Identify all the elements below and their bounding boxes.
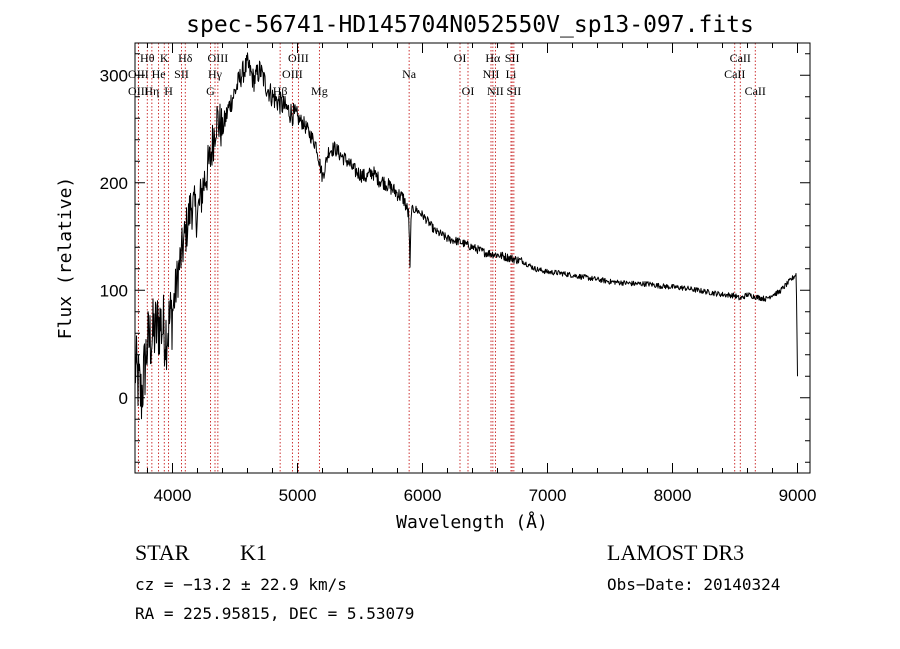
y-axis-label: Flux (relative) — [55, 177, 76, 340]
y-tick-label: 100 — [100, 281, 128, 300]
y-tick-label: 0 — [119, 389, 128, 408]
spectral-line-label: OIII — [288, 51, 309, 65]
spectral-line-label: Hβ — [273, 84, 288, 98]
spectral-line-label: Hγ — [208, 67, 223, 81]
x-tick-label: 4000 — [154, 486, 192, 505]
redshift-info: cz = −13.2 ± 22.9 km/s — [135, 575, 347, 594]
spectral-line-label: Hδ — [178, 51, 193, 65]
y-tick-label: 300 — [100, 66, 128, 85]
spectral-line-label: CaII — [745, 84, 766, 98]
x-tick-label: 9000 — [779, 486, 817, 505]
x-tick-label: 7000 — [529, 486, 567, 505]
x-tick-label: 5000 — [279, 486, 317, 505]
spectral-line-label: Hη — [144, 84, 159, 98]
observation-date: Obs−Date: 20140324 — [607, 575, 780, 594]
spectral-line-label: OI — [462, 84, 475, 98]
spectral-line-label: OIII — [128, 67, 149, 81]
axis-tick-labels: 4000 5000 6000 7000 8000 9000 0 100 200 300 — [100, 66, 817, 505]
spectral-line-label: Mg — [311, 84, 328, 98]
spectral-line-label: SII — [507, 84, 522, 98]
spectrum-line — [134, 52, 798, 420]
spectral-line-label: Na — [402, 67, 417, 81]
spectral-line-label: SII — [505, 51, 520, 65]
spectral-line-label: OIII — [282, 67, 303, 81]
coordinates-info: RA = 225.95815, DEC = 5.53079 — [135, 604, 414, 623]
spectral-line-label: He — [152, 67, 166, 81]
spectral-line-label: OI — [454, 51, 467, 65]
y-tick-label: 200 — [100, 174, 128, 193]
spectrum-layer — [134, 52, 798, 420]
spectral-line-label: H — [164, 84, 173, 98]
spectral-line-label: K — [160, 51, 169, 65]
spectral-line-label: Li — [506, 67, 517, 81]
spectral-line-label: G — [206, 84, 215, 98]
axis-ticks — [135, 43, 810, 473]
x-tick-label: 6000 — [404, 486, 442, 505]
object-subclass: K1 — [240, 540, 267, 565]
spectral-line-label: Hθ — [140, 51, 155, 65]
spectral-line-label: CaII — [724, 67, 745, 81]
plot-frame — [134, 42, 811, 474]
spectral-line-label: SII — [174, 67, 189, 81]
spectral-line-label: OIII — [128, 84, 149, 98]
spectral-line-label: NII — [487, 84, 504, 98]
spectral-line-label: NII — [483, 67, 500, 81]
spectral-line-label: CaII — [730, 51, 751, 65]
object-class: STAR — [135, 540, 190, 565]
chart-title: spec-56741-HD145704N052550V_sp13-097.fit… — [186, 12, 754, 38]
x-axis-label: Wavelength (Å) — [396, 511, 548, 533]
x-tick-label: 8000 — [654, 486, 692, 505]
spectral-line-label: OIII — [208, 51, 229, 65]
survey-name: LAMOST DR3 — [607, 540, 744, 565]
spectral-line-label: Hα — [485, 51, 501, 65]
